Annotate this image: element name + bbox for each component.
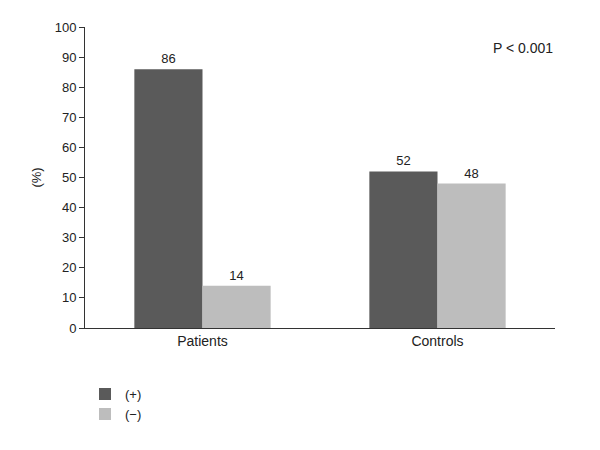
svg-text:90: 90: [62, 50, 76, 65]
svg-text:60: 60: [62, 140, 76, 155]
svg-text:70: 70: [62, 110, 76, 125]
svg-text:(+): (+): [125, 387, 141, 402]
svg-text:(−): (−): [125, 407, 141, 422]
svg-text:52: 52: [396, 153, 410, 168]
svg-text:30: 30: [62, 230, 76, 245]
svg-text:40: 40: [62, 200, 76, 215]
svg-text:20: 20: [62, 260, 76, 275]
svg-text:80: 80: [62, 80, 76, 95]
svg-text:Controls: Controls: [411, 333, 463, 349]
svg-text:14: 14: [229, 268, 243, 283]
svg-text:0: 0: [69, 321, 76, 336]
svg-text:50: 50: [62, 170, 76, 185]
svg-text:48: 48: [464, 166, 478, 181]
svg-text:P < 0.001: P < 0.001: [493, 40, 553, 56]
svg-text:100: 100: [55, 20, 77, 35]
svg-text:10: 10: [62, 290, 76, 305]
svg-text:Patients: Patients: [177, 333, 228, 349]
svg-text:86: 86: [161, 51, 175, 66]
svg-text:(%): (%): [29, 167, 44, 187]
